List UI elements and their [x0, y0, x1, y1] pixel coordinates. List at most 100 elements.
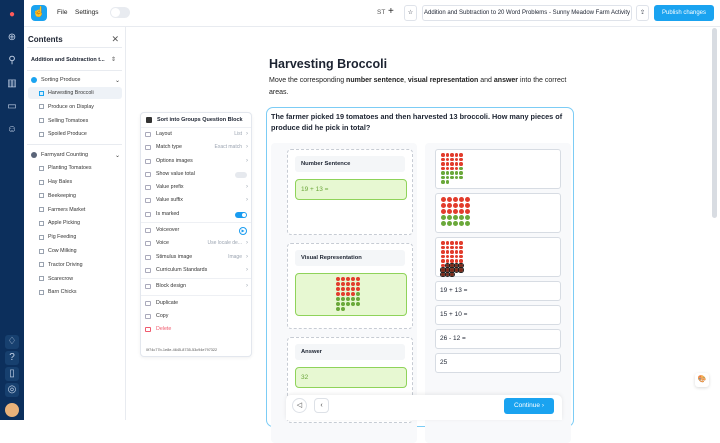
- contents-item[interactable]: Scarecrow: [28, 273, 122, 285]
- audio-button[interactable]: ◁: [292, 398, 307, 413]
- tomato-icon: [441, 250, 445, 254]
- zone-label: Answer: [295, 344, 405, 360]
- tomato-icon: [465, 203, 470, 208]
- tomato-icon: [447, 203, 452, 208]
- duplicate-button[interactable]: Duplicate: [141, 297, 251, 310]
- support-icon[interactable]: ◎: [5, 383, 19, 397]
- chevron-right-icon: ›: [246, 253, 248, 260]
- page-icon: [39, 220, 44, 226]
- contents-item[interactable]: Cow Milking: [28, 245, 122, 257]
- question-block[interactable]: The farmer picked 19 tomatoes and then h…: [266, 107, 574, 443]
- tomato-icon: [459, 254, 463, 258]
- block-design-row[interactable]: Block design ›: [141, 280, 251, 293]
- option-tile[interactable]: 15 + 10 =: [435, 305, 561, 325]
- contents-item[interactable]: Selling Tomatoes: [28, 115, 122, 127]
- contents-item[interactable]: Planting Tomatoes: [28, 162, 122, 174]
- tomato-icon: [441, 263, 445, 267]
- stimulus-image-row[interactable]: Stimulus image Image ›: [141, 251, 251, 264]
- chevron-down-icon[interactable]: ⌄: [115, 77, 121, 84]
- add-collaborator-button[interactable]: +: [388, 6, 394, 17]
- favorite-star-icon[interactable]: ☆: [404, 5, 417, 21]
- edit-mode-toggle[interactable]: [110, 7, 130, 18]
- placed-answer[interactable]: 32: [295, 367, 407, 388]
- tomato-icon: [441, 245, 445, 249]
- contents-item[interactable]: Beekeeping: [28, 190, 122, 202]
- contents-item[interactable]: Harvesting Broccoli: [28, 87, 122, 99]
- file-menu[interactable]: File: [57, 9, 68, 16]
- search-icon[interactable]: ⚲: [8, 55, 16, 66]
- tomato-icon: [459, 157, 463, 161]
- contents-item[interactable]: Apple Picking: [28, 217, 122, 229]
- chevron-updown-icon[interactable]: ⇕: [110, 57, 116, 63]
- section-1[interactable]: Farmyard Counting ⌄: [31, 152, 120, 159]
- option-tile[interactable]: [435, 193, 561, 233]
- publish-changes-button[interactable]: Publish changes: [654, 5, 714, 21]
- setting-row[interactable]: Value suffix ›: [141, 194, 251, 207]
- voiceover-row[interactable]: Voiceover ▶: [141, 224, 251, 237]
- folder-icon[interactable]: ▭: [7, 101, 17, 112]
- placed-visual[interactable]: [295, 273, 407, 316]
- contents-item[interactable]: Farmers Market: [28, 204, 122, 216]
- contents-item[interactable]: Pig Feeding: [28, 231, 122, 243]
- setting-row[interactable]: Options images ›: [141, 155, 251, 168]
- help-icon[interactable]: ?: [5, 351, 19, 365]
- delete-button[interactable]: Delete: [141, 323, 251, 336]
- zone-visual-representation[interactable]: Visual Representation: [287, 243, 413, 329]
- zone-number-sentence[interactable]: Number Sentence 19 + 13 =: [287, 149, 413, 235]
- add-icon[interactable]: ⊕: [7, 32, 17, 43]
- chevron-right-icon: ›: [246, 131, 248, 137]
- app-logo-icon[interactable]: ●: [8, 9, 16, 20]
- settings-menu[interactable]: Settings: [75, 9, 99, 16]
- voice-row[interactable]: Voice Use locale de... ›: [141, 237, 251, 250]
- chevron-down-icon[interactable]: ⌄: [115, 152, 121, 159]
- book-icon[interactable]: ▯: [5, 367, 19, 381]
- contents-item[interactable]: Produce on Display: [28, 101, 122, 113]
- option-tile[interactable]: 19 + 13 =: [435, 281, 561, 301]
- setting-row[interactable]: Match type Exact match ›: [141, 141, 251, 154]
- setting-row[interactable]: Is marked: [141, 208, 251, 221]
- curriculum-row[interactable]: Curriculum Standards ›: [141, 264, 251, 277]
- tomato-icon: [445, 245, 449, 249]
- close-icon[interactable]: ✕: [111, 34, 119, 44]
- share-icon[interactable]: ⇪: [636, 5, 649, 21]
- back-button[interactable]: ‹: [314, 398, 329, 413]
- section-0[interactable]: Sorting Produce ⌄: [31, 77, 120, 84]
- lesson-selector[interactable]: Addition and Subtraction t...: [31, 57, 105, 63]
- broccoli-icon: [445, 180, 449, 184]
- setting-row[interactable]: Show value total: [141, 168, 251, 181]
- setting-toggle[interactable]: [235, 171, 247, 178]
- option-tile[interactable]: [435, 237, 561, 277]
- profile-icon[interactable]: ☺: [6, 124, 18, 135]
- tomato-icon: [336, 282, 340, 286]
- bell-icon[interactable]: ♢: [5, 335, 19, 349]
- setting-label: Value suffix: [156, 197, 183, 204]
- continue-button[interactable]: Continue ›: [504, 398, 554, 414]
- option-tile[interactable]: 25: [435, 353, 561, 373]
- tomato-icon: [450, 241, 454, 245]
- editor-logo-icon[interactable]: ☝: [31, 5, 47, 21]
- broccoli-icon: [341, 297, 345, 301]
- option-tile[interactable]: [435, 149, 561, 189]
- palette-icon[interactable]: 🎨: [695, 373, 709, 387]
- contents-item[interactable]: Spoiled Produce: [28, 128, 122, 140]
- tomato-icon: [454, 153, 458, 157]
- copy-button[interactable]: Copy: [141, 310, 251, 323]
- tomato-icon: [445, 250, 449, 254]
- library-icon[interactable]: ▥: [7, 78, 17, 89]
- crossed-tomato-icon: [453, 262, 459, 268]
- placed-number-sentence[interactable]: 19 + 13 =: [295, 179, 407, 200]
- user-avatar[interactable]: [5, 403, 19, 417]
- contents-item[interactable]: Hay Bales: [28, 176, 122, 188]
- contents-item[interactable]: Barn Chicks: [28, 286, 122, 298]
- chevron-right-icon: ›: [246, 157, 248, 164]
- setting-toggle[interactable]: [235, 211, 247, 218]
- crossed-tomato-icon: [444, 267, 450, 273]
- setting-row[interactable]: Layout List ›: [141, 128, 251, 141]
- option-tile[interactable]: 26 - 12 =: [435, 329, 561, 349]
- play-icon[interactable]: ▶: [239, 227, 247, 236]
- contents-item[interactable]: Tractor Driving: [28, 259, 122, 271]
- activity-title[interactable]: Addition and Subtraction to 20 Word Prob…: [422, 5, 632, 21]
- setting-row[interactable]: Value prefix ›: [141, 181, 251, 194]
- scrollbar[interactable]: [712, 28, 717, 218]
- page-icon: [39, 90, 44, 96]
